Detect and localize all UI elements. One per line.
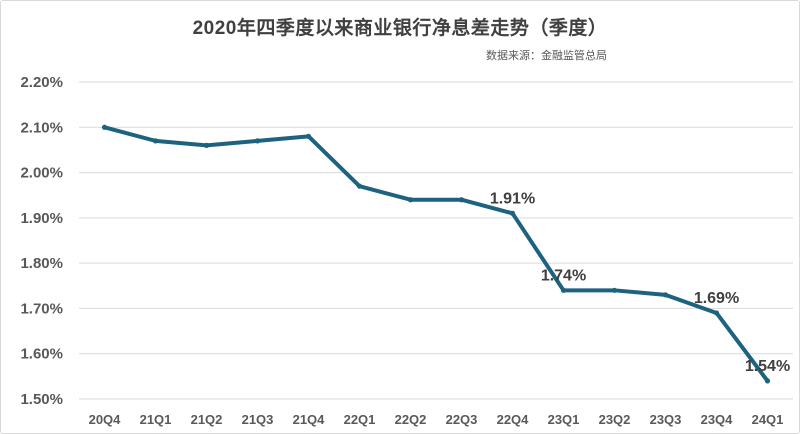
point-labels: 1.91% 1.74% 1.69% 1.54% — [490, 190, 790, 375]
x-axis-labels: 20Q4 21Q1 21Q2 21Q3 21Q4 22Q1 22Q2 22Q3 22Q4 23Q1… — [89, 412, 784, 427]
x-tick-label: 22Q3 — [446, 412, 478, 427]
x-tick-label: 23Q2 — [599, 412, 631, 427]
x-tick-label: 23Q3 — [650, 412, 682, 427]
x-tick-label: 23Q4 — [701, 412, 734, 427]
data-point-marker — [662, 292, 669, 298]
point-value-label: 1.91% — [490, 190, 535, 207]
x-tick-label: 21Q1 — [140, 412, 172, 427]
x-tick-label: 21Q2 — [191, 412, 223, 427]
data-point-marker — [509, 210, 516, 216]
y-axis-labels: 2.20% 2.10% 2.00% 1.90% 1.80% 1.70% 1.60% 1.50% — [20, 74, 63, 408]
point-value-label: 1.54% — [745, 358, 790, 375]
data-point-marker — [152, 138, 159, 144]
x-tick-label: 21Q4 — [293, 412, 326, 427]
data-point-marker — [458, 197, 465, 203]
y-tick-label: 2.10% — [20, 119, 63, 136]
data-point-marker — [101, 124, 108, 130]
data-point-marker — [305, 133, 312, 139]
data-source-note: 数据来源：金融监管总局 — [486, 50, 607, 62]
point-value-label: 1.69% — [694, 290, 739, 307]
x-tick-label: 21Q3 — [242, 412, 274, 427]
y-tick-label: 1.80% — [20, 255, 63, 272]
y-tick-label: 1.50% — [20, 391, 63, 408]
x-tick-label: 20Q4 — [89, 412, 122, 427]
chart-title: 2020年四季度以来商业银行净息差走势（季度） — [192, 18, 608, 39]
net-interest-margin-line — [102, 125, 770, 383]
data-point-marker — [764, 378, 771, 384]
data-point-marker — [254, 138, 261, 144]
x-tick-label: 24Q1 — [752, 412, 784, 427]
data-point-marker — [407, 197, 414, 203]
data-point-marker — [203, 142, 210, 148]
y-tick-label: 1.70% — [20, 300, 63, 317]
point-value-label: 1.74% — [541, 267, 586, 284]
data-point-marker — [560, 287, 567, 293]
data-point-marker — [356, 183, 363, 189]
y-tick-label: 1.90% — [20, 210, 63, 227]
data-point-marker — [713, 310, 720, 316]
data-point-marker — [611, 287, 618, 293]
y-tick-label: 2.20% — [20, 74, 63, 91]
gridlines — [79, 81, 793, 400]
series-line — [102, 125, 770, 383]
y-tick-label: 1.60% — [20, 346, 63, 363]
point-markers — [101, 124, 771, 384]
x-tick-label: 22Q1 — [344, 412, 376, 427]
y-tick-label: 2.00% — [20, 165, 63, 182]
x-tick-label: 22Q4 — [497, 412, 530, 427]
x-tick-label: 23Q1 — [548, 412, 580, 427]
x-tick-label: 22Q2 — [395, 412, 427, 427]
